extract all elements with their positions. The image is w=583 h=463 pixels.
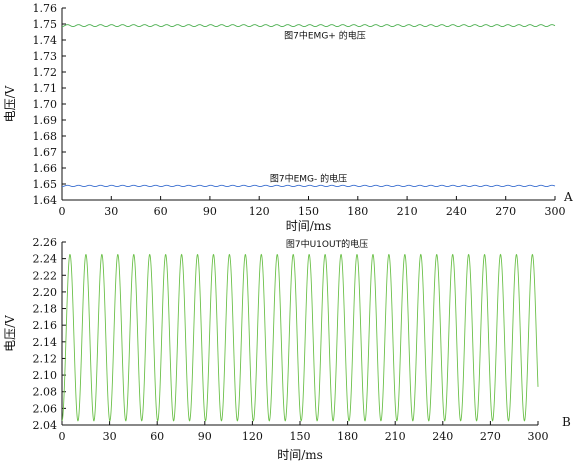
- y-tick-label: 2.18: [33, 303, 58, 316]
- x-tick-label: 90: [203, 205, 217, 218]
- y-tick-label: 1.73: [33, 50, 58, 63]
- y-tick-label: 1.74: [33, 34, 58, 47]
- y-axis-label: 电压/V: [3, 85, 17, 122]
- x-tick-label: 300: [528, 430, 549, 443]
- x-tick-label: 240: [446, 205, 467, 218]
- y-tick-label: 1.68: [33, 130, 58, 143]
- y-tick-label: 2.10: [33, 369, 58, 382]
- x-tick-label: 90: [198, 430, 212, 443]
- y-tick-label: 2.22: [33, 269, 58, 282]
- y-tick-label: 1.67: [33, 146, 58, 159]
- x-tick-label: 0: [59, 205, 66, 218]
- y-axis-label: 电压/V: [3, 315, 17, 352]
- series-annotation: 图7中U1OUT的电压: [286, 238, 368, 250]
- x-tick-label: 150: [298, 205, 319, 218]
- x-tick-label: 60: [150, 430, 164, 443]
- y-tick-label: 1.75: [33, 18, 58, 31]
- x-tick-label: 30: [104, 205, 118, 218]
- y-tick-label: 1.71: [33, 82, 58, 95]
- x-axis-label: 时间/ms: [286, 219, 332, 233]
- y-tick-label: 2.08: [33, 386, 58, 399]
- x-tick-label: 120: [249, 205, 270, 218]
- x-tick-label: 120: [242, 430, 263, 443]
- y-tick-label: 1.76: [33, 2, 58, 15]
- series-line-1: [62, 184, 556, 188]
- panel-label: B: [562, 415, 571, 429]
- panel-b-chart: 2.04 2.06 2.08 2.10 2.12 2.14 2.16 2.18 2.20 2.22…: [3, 236, 571, 462]
- y-tick-label: 2.24: [33, 253, 58, 266]
- series-line-0: [61, 24, 556, 28]
- y-tick-label: 2.06: [33, 402, 58, 415]
- x-tick-label: 60: [154, 205, 168, 218]
- y-tick-label: 1.69: [33, 114, 58, 127]
- series-line-0: [61, 253, 539, 422]
- y-tick-label: 2.14: [33, 336, 58, 349]
- y-tick-label: 2.20: [33, 286, 58, 299]
- y-tick-label: 1.66: [33, 162, 58, 175]
- y-tick-label: 2.26: [33, 236, 58, 249]
- panel-a-chart: 1.64 1.65 1.66 1.67 1.68 1.69 1.70 1.71 1.72 1.73…: [3, 2, 573, 233]
- x-tick-label: 240: [432, 430, 453, 443]
- x-tick-label: 270: [480, 430, 501, 443]
- x-tick-label: 210: [385, 430, 406, 443]
- x-tick-label: 180: [337, 430, 358, 443]
- panel-label: A: [563, 190, 573, 204]
- x-tick-label: 270: [495, 205, 516, 218]
- x-tick-label: 180: [347, 205, 368, 218]
- x-axis-label: 时间/ms: [277, 448, 323, 462]
- y-tick-label: 2.04: [33, 419, 58, 432]
- x-tick-label: 30: [103, 430, 117, 443]
- y-tick-label: 1.65: [33, 178, 58, 191]
- x-tick-label: 300: [545, 205, 566, 218]
- y-tick-label: 2.12: [33, 352, 58, 365]
- y-tick-label: 2.16: [33, 319, 58, 332]
- series-annotation: 图7中EMG- 的电压: [270, 173, 347, 185]
- series-annotation: 图7中EMG+ 的电压: [284, 29, 366, 41]
- x-tick-label: 0: [59, 430, 66, 443]
- y-tick-label: 1.70: [33, 98, 58, 111]
- y-tick-label: 1.72: [33, 66, 58, 79]
- x-tick-label: 150: [290, 430, 311, 443]
- x-tick-label: 210: [397, 205, 418, 218]
- y-tick-label: 1.64: [33, 194, 58, 207]
